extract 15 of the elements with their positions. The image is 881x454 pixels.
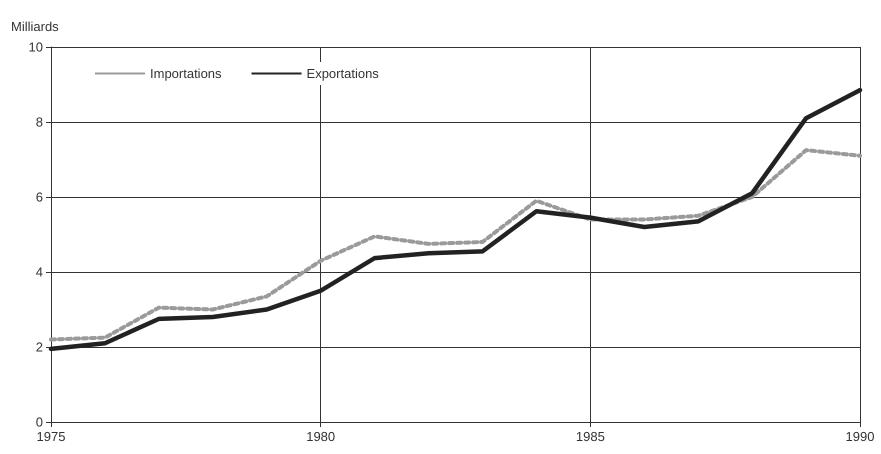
y-tick-label: 2 — [36, 340, 43, 354]
line-series — [49, 148, 862, 342]
y-tick-label: 6 — [36, 190, 43, 204]
y-axis-title: Milliards — [11, 19, 60, 34]
y-tick-label: 0 — [36, 414, 43, 430]
x-tick-label: 1990 — [846, 429, 874, 444]
x-tick-label: 1985 — [576, 429, 605, 444]
x-tick-label: 1980 — [306, 429, 336, 444]
legend-label: Exportations — [306, 66, 380, 81]
y-tick-label: 10 — [28, 40, 43, 54]
y-tick-label: 4 — [36, 264, 43, 280]
line-series — [48, 88, 862, 352]
x-tick-label: 1975 — [36, 429, 66, 444]
legend-label: Importations — [150, 66, 222, 81]
y-tick-label: 8 — [36, 114, 43, 130]
